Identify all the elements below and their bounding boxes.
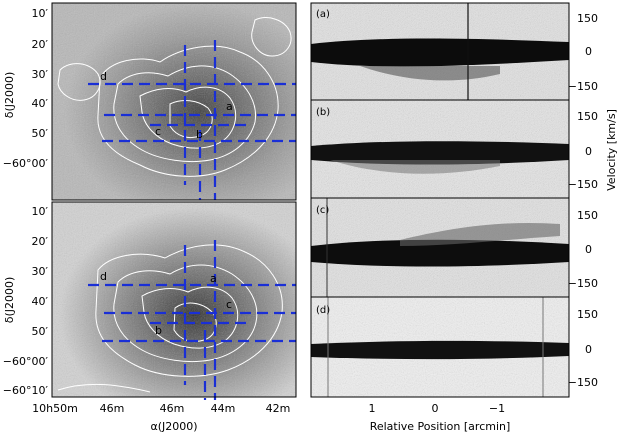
pv-band (311, 38, 569, 67)
region-label-b: b (196, 128, 203, 141)
top-map-region-labels: d a c b (100, 70, 233, 141)
pv-panel-b: (b) (310, 99, 570, 199)
region-label-c: c (155, 125, 161, 138)
xtick: 42m (266, 402, 291, 415)
xtick: 1 (369, 402, 376, 415)
ytick: −60°10′ (3, 384, 49, 397)
ytick: −150 (568, 178, 598, 191)
region-label-b: b (155, 324, 162, 337)
top-map-noise (52, 3, 296, 200)
bottom-map-region-labels: d a c b (100, 270, 232, 337)
top-map-frame (51, 2, 297, 201)
bottom-map-ylabel: δ(J2000) (3, 277, 16, 324)
ytick: −150 (568, 80, 598, 93)
pv-band (311, 141, 569, 165)
region-label-c: c (226, 298, 232, 311)
ytick: 30′ (32, 68, 49, 81)
region-label-a: a (226, 100, 233, 113)
pv-panel-c: (c) (310, 197, 570, 298)
panel-tag: (b) (316, 107, 330, 118)
bottom-map-noise (52, 202, 296, 397)
ytick: 0 (585, 243, 592, 256)
ytick: 0 (585, 45, 592, 58)
ytick: 150 (577, 209, 598, 222)
top-map-cut-lines (88, 40, 296, 200)
region-label-d: d (100, 270, 107, 283)
xtick: 0 (432, 402, 439, 415)
pv-panel-a: (a) (310, 2, 570, 101)
panel-tag: (d) (316, 305, 330, 316)
panel-tag: (a) (316, 9, 330, 20)
pv-xticks: 1 0 −1 (369, 402, 506, 415)
ytick: −150 (568, 376, 598, 389)
top-map-panel: d a c b 10′ 20′ 30′ 40′ 50′ −60°00′ δ(J2… (3, 2, 297, 201)
pv-panel-d: (d) (310, 296, 570, 398)
ytick: 50′ (32, 325, 49, 338)
bottom-map-xticks: 10h50m 46m 46m 44m 42m (32, 402, 290, 415)
ytick: 150 (577, 110, 598, 123)
ytick: 50′ (32, 127, 49, 140)
top-map-contours (57, 17, 292, 177)
ytick: 20′ (32, 235, 49, 248)
ytick: −60°00′ (3, 355, 49, 368)
xtick: 10h50m (32, 402, 78, 415)
pv-band (311, 340, 569, 360)
ytick: 150 (577, 12, 598, 25)
ytick: 150 (577, 308, 598, 321)
ytick: −150 (568, 277, 598, 290)
ytick: 40′ (32, 295, 49, 308)
pv-xlabel: Relative Position [arcmin] (370, 420, 511, 433)
bottom-map-yticks: 10′ 20′ 30′ 40′ 50′ −60°00′ −60°10′ (3, 205, 49, 397)
ytick: 10′ (32, 205, 49, 218)
bottom-map-frame (51, 201, 297, 398)
ytick: 20′ (32, 38, 49, 51)
xtick: 44m (211, 402, 236, 415)
bottom-map-xlabel: α(J2000) (150, 420, 197, 433)
ytick: 40′ (32, 97, 49, 110)
pv-band (311, 239, 569, 267)
pv-ylabel: Velocity [km/s] (605, 109, 618, 191)
ytick: 0 (585, 145, 592, 158)
bottom-map-panel: d a c b 10′ 20′ 30′ 40′ 50′ −60°00′ −60°… (3, 201, 297, 433)
ytick: −60°00′ (3, 157, 49, 170)
bottom-map-cut-lines (88, 240, 296, 400)
pv-yticks: 150 0 −150 150 0 −150 150 0 −150 150 0 −… (568, 12, 598, 389)
xtick: −1 (489, 402, 505, 415)
panel-tag: (c) (316, 205, 329, 216)
xtick: 46m (100, 402, 125, 415)
xtick: 46m (160, 402, 185, 415)
top-map-yticks: 10′ 20′ 30′ 40′ 50′ −60°00′ (3, 7, 49, 170)
ytick: 30′ (32, 265, 49, 278)
region-label-a: a (210, 272, 217, 285)
region-label-d: d (100, 70, 107, 83)
top-map-ylabel: δ(J2000) (3, 72, 16, 119)
ytick: 0 (585, 343, 592, 356)
ytick: 10′ (32, 7, 49, 20)
